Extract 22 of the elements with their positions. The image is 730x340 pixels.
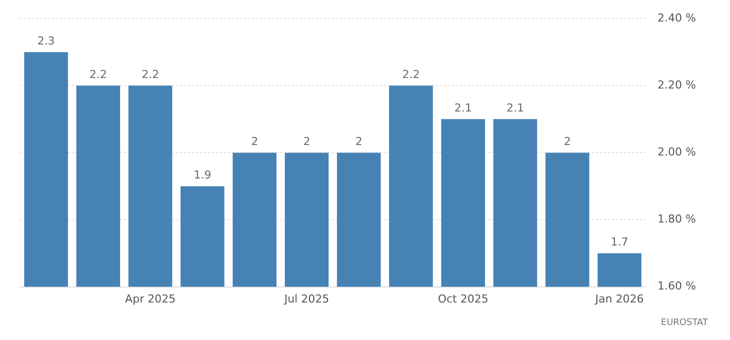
x-tick-label: Jan 2026 bbox=[594, 292, 644, 306]
x-tick-label: Apr 2025 bbox=[125, 292, 176, 306]
data-label: 2 bbox=[251, 135, 258, 148]
data-label: 2.3 bbox=[37, 34, 55, 48]
y-tick-label: 1.60 % bbox=[658, 280, 696, 293]
y-tick-label: 2.40 % bbox=[658, 11, 696, 24]
y-tick-label: 2.00 % bbox=[658, 146, 696, 159]
data-label: 2 bbox=[564, 135, 571, 148]
data-label: 2.2 bbox=[402, 68, 420, 82]
y-tick-label: 1.80 % bbox=[658, 212, 696, 226]
y-tick-label: 2.20 % bbox=[658, 78, 696, 92]
data-label: 1.9 bbox=[194, 168, 212, 182]
data-label: 2.2 bbox=[142, 68, 160, 82]
data-label: 2 bbox=[355, 135, 362, 148]
data-label: 2.2 bbox=[89, 68, 107, 82]
text: EUROSTAT bbox=[660, 318, 708, 328]
data-label: 2 bbox=[303, 135, 310, 148]
x-tick-label: Jul 2025 bbox=[283, 292, 330, 306]
data-label: 2.1 bbox=[454, 102, 472, 115]
data-label: 2.1 bbox=[506, 102, 524, 115]
data-label: 1.7 bbox=[610, 236, 628, 249]
x-tick-label: Oct 2025 bbox=[438, 292, 488, 306]
